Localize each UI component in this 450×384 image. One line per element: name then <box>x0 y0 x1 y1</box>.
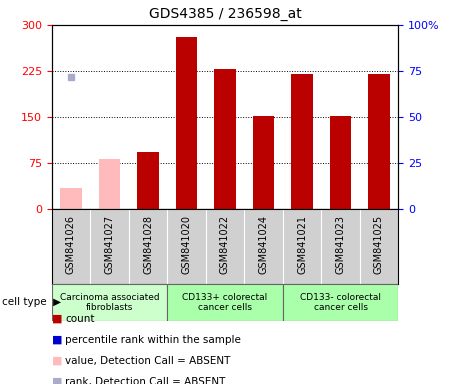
Text: GSM841024: GSM841024 <box>258 215 269 274</box>
Bar <box>369 74 390 209</box>
Text: GSM841027: GSM841027 <box>104 215 114 275</box>
Bar <box>283 284 398 321</box>
Text: cell type  ▶: cell type ▶ <box>2 297 61 308</box>
Text: GSM841020: GSM841020 <box>181 215 192 274</box>
Text: percentile rank within the sample: percentile rank within the sample <box>65 335 241 345</box>
Bar <box>167 284 283 321</box>
Text: ■: ■ <box>52 335 62 345</box>
Bar <box>214 69 236 209</box>
Text: Carcinoma associated
fibroblasts: Carcinoma associated fibroblasts <box>60 293 159 312</box>
Text: GSM841022: GSM841022 <box>220 215 230 275</box>
Bar <box>253 116 274 209</box>
Title: GDS4385 / 236598_at: GDS4385 / 236598_at <box>148 7 302 21</box>
Text: value, Detection Call = ABSENT: value, Detection Call = ABSENT <box>65 356 230 366</box>
Text: GSM841021: GSM841021 <box>297 215 307 274</box>
Text: ■: ■ <box>52 314 62 324</box>
Text: CD133- colorectal
cancer cells: CD133- colorectal cancer cells <box>300 293 381 312</box>
Bar <box>52 284 167 321</box>
Bar <box>60 188 81 209</box>
Text: GSM841023: GSM841023 <box>336 215 346 274</box>
Text: CD133+ colorectal
cancer cells: CD133+ colorectal cancer cells <box>182 293 268 312</box>
Text: rank, Detection Call = ABSENT: rank, Detection Call = ABSENT <box>65 377 225 384</box>
Bar <box>292 74 313 209</box>
Bar <box>99 159 120 209</box>
Bar <box>330 116 351 209</box>
Text: GSM841025: GSM841025 <box>374 215 384 275</box>
Text: GSM841028: GSM841028 <box>143 215 153 274</box>
Text: GSM841026: GSM841026 <box>66 215 76 274</box>
Text: count: count <box>65 314 95 324</box>
Text: ■: ■ <box>52 377 62 384</box>
Bar <box>137 152 158 209</box>
Text: ■: ■ <box>52 356 62 366</box>
Bar <box>176 37 197 209</box>
